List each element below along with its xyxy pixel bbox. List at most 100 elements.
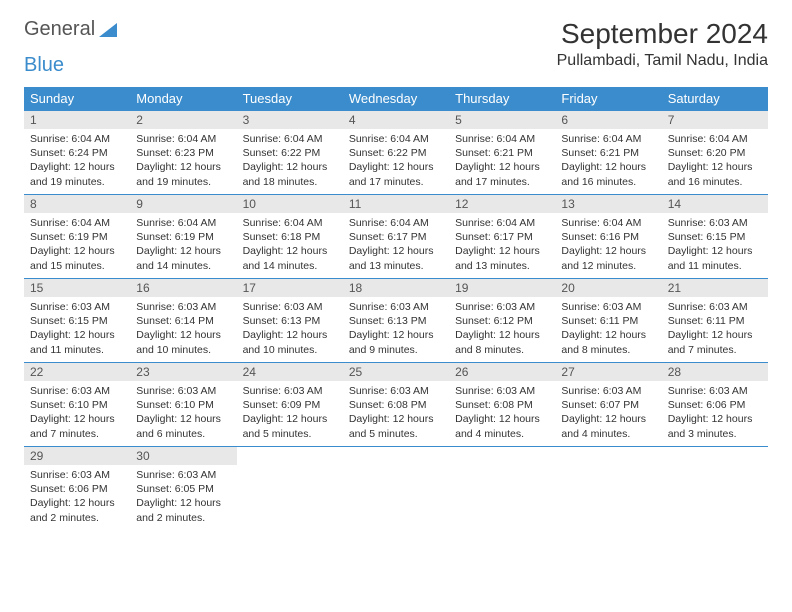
day-number: 29 xyxy=(24,447,130,465)
day-body: Sunrise: 6:04 AMSunset: 6:16 PMDaylight:… xyxy=(555,213,661,277)
calendar-cell: 9Sunrise: 6:04 AMSunset: 6:19 PMDaylight… xyxy=(130,195,236,279)
day-body: Sunrise: 6:03 AMSunset: 6:13 PMDaylight:… xyxy=(237,297,343,361)
day-header: Monday xyxy=(130,87,236,111)
day-number: 17 xyxy=(237,279,343,297)
calendar-cell: 13Sunrise: 6:04 AMSunset: 6:16 PMDayligh… xyxy=(555,195,661,279)
day-header: Sunday xyxy=(24,87,130,111)
day-body: Sunrise: 6:04 AMSunset: 6:22 PMDaylight:… xyxy=(237,129,343,193)
day-body: Sunrise: 6:03 AMSunset: 6:15 PMDaylight:… xyxy=(24,297,130,361)
day-body: Sunrise: 6:04 AMSunset: 6:17 PMDaylight:… xyxy=(343,213,449,277)
calendar-cell: 21Sunrise: 6:03 AMSunset: 6:11 PMDayligh… xyxy=(662,279,768,363)
calendar-row: 29Sunrise: 6:03 AMSunset: 6:06 PMDayligh… xyxy=(24,447,768,531)
calendar-cell: 15Sunrise: 6:03 AMSunset: 6:15 PMDayligh… xyxy=(24,279,130,363)
day-number: 16 xyxy=(130,279,236,297)
calendar-row: 1Sunrise: 6:04 AMSunset: 6:24 PMDaylight… xyxy=(24,111,768,195)
calendar-cell: 10Sunrise: 6:04 AMSunset: 6:18 PMDayligh… xyxy=(237,195,343,279)
calendar-cell: 16Sunrise: 6:03 AMSunset: 6:14 PMDayligh… xyxy=(130,279,236,363)
calendar-cell xyxy=(237,447,343,531)
day-number: 5 xyxy=(449,111,555,129)
calendar-cell: 26Sunrise: 6:03 AMSunset: 6:08 PMDayligh… xyxy=(449,363,555,447)
day-header: Friday xyxy=(555,87,661,111)
day-number: 23 xyxy=(130,363,236,381)
calendar-row: 22Sunrise: 6:03 AMSunset: 6:10 PMDayligh… xyxy=(24,363,768,447)
day-number: 7 xyxy=(662,111,768,129)
calendar-cell: 8Sunrise: 6:04 AMSunset: 6:19 PMDaylight… xyxy=(24,195,130,279)
day-body: Sunrise: 6:03 AMSunset: 6:08 PMDaylight:… xyxy=(449,381,555,445)
calendar-cell: 6Sunrise: 6:04 AMSunset: 6:21 PMDaylight… xyxy=(555,111,661,195)
calendar-cell: 7Sunrise: 6:04 AMSunset: 6:20 PMDaylight… xyxy=(662,111,768,195)
day-number: 6 xyxy=(555,111,661,129)
logo-text-blue: Blue xyxy=(24,54,64,76)
day-body: Sunrise: 6:04 AMSunset: 6:23 PMDaylight:… xyxy=(130,129,236,193)
day-body: Sunrise: 6:03 AMSunset: 6:06 PMDaylight:… xyxy=(662,381,768,445)
calendar-cell: 4Sunrise: 6:04 AMSunset: 6:22 PMDaylight… xyxy=(343,111,449,195)
day-header: Saturday xyxy=(662,87,768,111)
calendar-cell: 1Sunrise: 6:04 AMSunset: 6:24 PMDaylight… xyxy=(24,111,130,195)
day-number: 11 xyxy=(343,195,449,213)
day-body: Sunrise: 6:03 AMSunset: 6:13 PMDaylight:… xyxy=(343,297,449,361)
day-header: Thursday xyxy=(449,87,555,111)
day-number: 25 xyxy=(343,363,449,381)
calendar-cell xyxy=(343,447,449,531)
day-number: 13 xyxy=(555,195,661,213)
calendar-cell: 12Sunrise: 6:04 AMSunset: 6:17 PMDayligh… xyxy=(449,195,555,279)
day-number: 22 xyxy=(24,363,130,381)
calendar-cell: 29Sunrise: 6:03 AMSunset: 6:06 PMDayligh… xyxy=(24,447,130,531)
day-number: 1 xyxy=(24,111,130,129)
calendar-cell xyxy=(662,447,768,531)
day-body: Sunrise: 6:04 AMSunset: 6:18 PMDaylight:… xyxy=(237,213,343,277)
calendar-cell: 22Sunrise: 6:03 AMSunset: 6:10 PMDayligh… xyxy=(24,363,130,447)
day-number: 8 xyxy=(24,195,130,213)
calendar-cell: 24Sunrise: 6:03 AMSunset: 6:09 PMDayligh… xyxy=(237,363,343,447)
calendar-cell: 17Sunrise: 6:03 AMSunset: 6:13 PMDayligh… xyxy=(237,279,343,363)
day-body: Sunrise: 6:03 AMSunset: 6:10 PMDaylight:… xyxy=(24,381,130,445)
day-body: Sunrise: 6:03 AMSunset: 6:08 PMDaylight:… xyxy=(343,381,449,445)
calendar-cell: 5Sunrise: 6:04 AMSunset: 6:21 PMDaylight… xyxy=(449,111,555,195)
calendar-cell: 11Sunrise: 6:04 AMSunset: 6:17 PMDayligh… xyxy=(343,195,449,279)
day-body: Sunrise: 6:03 AMSunset: 6:11 PMDaylight:… xyxy=(662,297,768,361)
month-title: September 2024 xyxy=(557,18,768,50)
day-number: 3 xyxy=(237,111,343,129)
day-body: Sunrise: 6:04 AMSunset: 6:17 PMDaylight:… xyxy=(449,213,555,277)
day-body: Sunrise: 6:03 AMSunset: 6:09 PMDaylight:… xyxy=(237,381,343,445)
calendar-cell: 23Sunrise: 6:03 AMSunset: 6:10 PMDayligh… xyxy=(130,363,236,447)
day-number: 21 xyxy=(662,279,768,297)
calendar-cell: 27Sunrise: 6:03 AMSunset: 6:07 PMDayligh… xyxy=(555,363,661,447)
day-number: 12 xyxy=(449,195,555,213)
day-body: Sunrise: 6:03 AMSunset: 6:15 PMDaylight:… xyxy=(662,213,768,277)
day-body: Sunrise: 6:03 AMSunset: 6:06 PMDaylight:… xyxy=(24,465,130,529)
day-body: Sunrise: 6:04 AMSunset: 6:20 PMDaylight:… xyxy=(662,129,768,193)
calendar-row: 15Sunrise: 6:03 AMSunset: 6:15 PMDayligh… xyxy=(24,279,768,363)
calendar-cell: 3Sunrise: 6:04 AMSunset: 6:22 PMDaylight… xyxy=(237,111,343,195)
day-body: Sunrise: 6:03 AMSunset: 6:12 PMDaylight:… xyxy=(449,297,555,361)
day-number: 30 xyxy=(130,447,236,465)
day-body: Sunrise: 6:04 AMSunset: 6:19 PMDaylight:… xyxy=(24,213,130,277)
day-body: Sunrise: 6:03 AMSunset: 6:10 PMDaylight:… xyxy=(130,381,236,445)
calendar-cell: 18Sunrise: 6:03 AMSunset: 6:13 PMDayligh… xyxy=(343,279,449,363)
calendar-cell: 2Sunrise: 6:04 AMSunset: 6:23 PMDaylight… xyxy=(130,111,236,195)
day-number: 28 xyxy=(662,363,768,381)
day-body: Sunrise: 6:03 AMSunset: 6:11 PMDaylight:… xyxy=(555,297,661,361)
day-header: Tuesday xyxy=(237,87,343,111)
day-number: 9 xyxy=(130,195,236,213)
calendar-cell: 14Sunrise: 6:03 AMSunset: 6:15 PMDayligh… xyxy=(662,195,768,279)
day-number: 24 xyxy=(237,363,343,381)
calendar-cell: 20Sunrise: 6:03 AMSunset: 6:11 PMDayligh… xyxy=(555,279,661,363)
day-header: Wednesday xyxy=(343,87,449,111)
logo-text-general: General xyxy=(24,18,95,41)
logo-triangle-icon xyxy=(99,23,117,37)
logo: General xyxy=(24,18,117,41)
calendar-cell xyxy=(449,447,555,531)
day-number: 2 xyxy=(130,111,236,129)
day-body: Sunrise: 6:04 AMSunset: 6:24 PMDaylight:… xyxy=(24,129,130,193)
day-number: 27 xyxy=(555,363,661,381)
calendar-cell: 28Sunrise: 6:03 AMSunset: 6:06 PMDayligh… xyxy=(662,363,768,447)
day-number: 26 xyxy=(449,363,555,381)
day-number: 18 xyxy=(343,279,449,297)
day-number: 10 xyxy=(237,195,343,213)
day-number: 15 xyxy=(24,279,130,297)
day-body: Sunrise: 6:03 AMSunset: 6:07 PMDaylight:… xyxy=(555,381,661,445)
calendar-table: SundayMondayTuesdayWednesdayThursdayFrid… xyxy=(24,87,768,531)
day-number: 14 xyxy=(662,195,768,213)
day-body: Sunrise: 6:03 AMSunset: 6:05 PMDaylight:… xyxy=(130,465,236,529)
